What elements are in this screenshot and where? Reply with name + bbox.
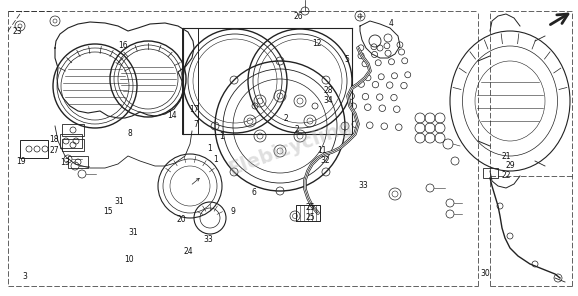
Text: 13: 13 — [61, 158, 71, 167]
Text: 4: 4 — [388, 19, 393, 28]
Text: 27: 27 — [49, 147, 59, 155]
Text: 33: 33 — [358, 181, 368, 189]
Text: 20: 20 — [176, 215, 186, 224]
Text: 14: 14 — [168, 111, 177, 120]
Text: 22: 22 — [502, 171, 511, 180]
Text: 1: 1 — [220, 132, 224, 141]
Text: 28: 28 — [324, 86, 333, 95]
Text: 29: 29 — [506, 161, 516, 170]
Text: 34: 34 — [324, 96, 334, 105]
Text: 32: 32 — [321, 156, 331, 165]
Text: 21: 21 — [502, 152, 511, 161]
Text: 33: 33 — [203, 235, 213, 244]
Text: 2: 2 — [283, 115, 288, 123]
Text: 16: 16 — [118, 41, 128, 50]
Text: 11: 11 — [317, 147, 326, 155]
Text: 31: 31 — [128, 228, 138, 237]
Text: Elebicycling: Elebicycling — [225, 117, 355, 179]
Text: 26: 26 — [294, 12, 303, 21]
Text: 3: 3 — [22, 272, 27, 281]
Text: 9: 9 — [230, 207, 235, 216]
Text: 7: 7 — [194, 120, 198, 129]
Text: 6: 6 — [251, 189, 256, 197]
Text: 25: 25 — [305, 203, 315, 212]
Text: 10: 10 — [124, 255, 134, 263]
Text: 2: 2 — [295, 125, 299, 134]
Text: 24: 24 — [184, 247, 194, 256]
Text: 18: 18 — [49, 135, 58, 144]
Text: 31: 31 — [114, 197, 124, 206]
Text: 1: 1 — [207, 144, 212, 152]
Text: 1: 1 — [213, 155, 217, 164]
Text: 30: 30 — [481, 269, 491, 278]
Text: 8: 8 — [127, 129, 132, 138]
Text: 15: 15 — [103, 207, 113, 216]
Text: 17: 17 — [190, 105, 199, 114]
Text: 5: 5 — [344, 55, 349, 64]
Text: 23: 23 — [13, 27, 23, 36]
Text: 12: 12 — [312, 39, 321, 48]
Text: 19: 19 — [16, 157, 26, 166]
Text: 25: 25 — [305, 213, 315, 222]
